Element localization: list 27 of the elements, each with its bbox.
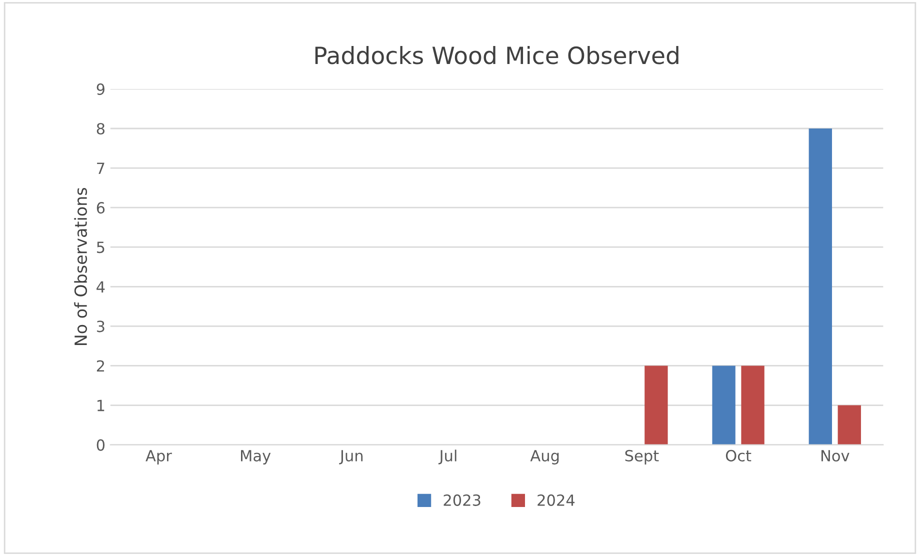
y-tick-label: 9 — [96, 83, 104, 95]
x-tick-label: Oct — [726, 450, 752, 462]
y-tick-label: 6 — [96, 202, 105, 214]
x-tick-label: May — [241, 450, 271, 464]
x-tick-label: Sept — [625, 450, 659, 464]
y-tick-label: 5 — [97, 242, 104, 254]
bar — [838, 405, 861, 445]
legend-label: 2024 — [538, 494, 575, 506]
y-tick-label: 4 — [96, 281, 105, 292]
x-tick-label: Jul — [438, 450, 456, 464]
bar — [808, 128, 832, 445]
y-tick-label: 0 — [96, 439, 105, 451]
x-tick-label: Nov — [821, 450, 850, 462]
bar — [644, 366, 668, 445]
bar — [712, 366, 736, 445]
bar — [741, 366, 764, 445]
legend-label: 2023 — [444, 494, 480, 506]
y-tick-label: 2 — [96, 360, 104, 372]
y-axis-title: No of Observations — [74, 188, 88, 345]
x-tick-label: Apr — [146, 450, 172, 464]
y-tick-label: 1 — [97, 400, 104, 412]
x-tick-label: Jun — [339, 450, 363, 464]
chart-title: Paddocks Wood Mice Observed — [315, 46, 678, 64]
x-tick-label: Aug — [530, 450, 559, 464]
y-tick-label: 3 — [96, 320, 104, 332]
y-tick-label: 7 — [97, 162, 104, 174]
y-tick-label: 8 — [96, 122, 104, 135]
